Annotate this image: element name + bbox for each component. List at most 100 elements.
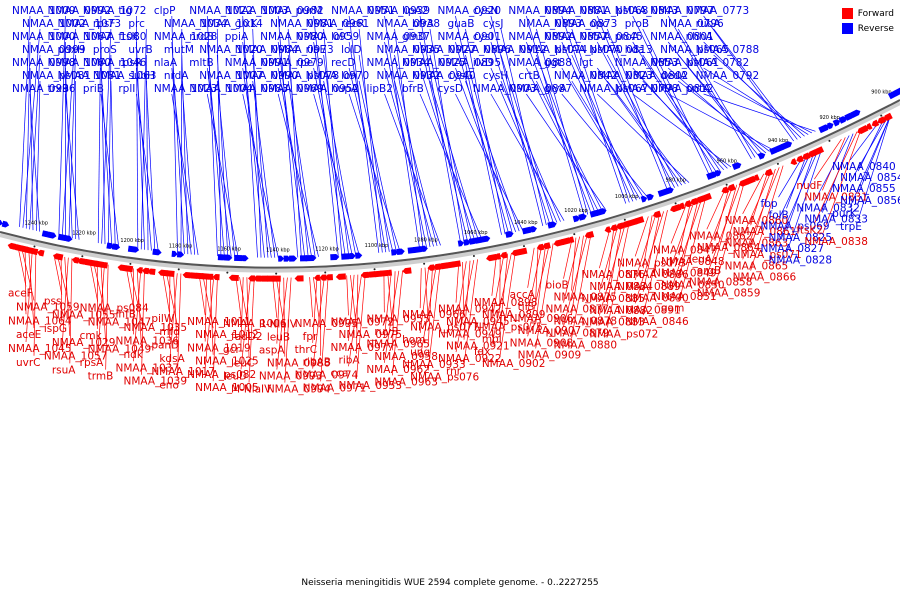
gene-arrow-shape <box>547 221 557 229</box>
gene-label: nrdB <box>189 31 214 43</box>
gene-arrow-shape <box>744 175 756 185</box>
gene-arrow-shape <box>486 253 498 262</box>
gene-label: NMAA_0828 <box>769 254 833 266</box>
gene-label: bfrB <box>402 83 424 95</box>
leader-line <box>29 54 41 230</box>
scale-tick-label: 960 kbp <box>717 159 737 165</box>
gene-arrow-shape <box>536 243 545 251</box>
gene-label: NMAA_1039 <box>124 376 188 388</box>
gene-label: NMAA_0798 <box>615 83 679 95</box>
leader-line <box>391 271 396 351</box>
scale-tick-dot <box>472 255 475 258</box>
gene-label: NMAA_0797 <box>650 5 714 17</box>
gene-label: NMAA_0832 <box>796 202 860 214</box>
gene-label: ribAB <box>303 357 331 369</box>
gene-arrow-shape <box>449 260 462 268</box>
gene-label: NMAA_0882 <box>589 305 653 317</box>
gene-label: NMAA_0909 <box>518 349 582 361</box>
gene-arrow-shape <box>646 193 654 201</box>
leader-line <box>97 264 105 357</box>
gene-label: rpsA <box>80 357 104 369</box>
reverse-gene-arrow <box>289 255 298 262</box>
gene-label: proA <box>615 31 640 43</box>
gene-label: NMAA_1012 <box>195 329 259 341</box>
gene-arrow-shape <box>101 262 108 269</box>
scale-tick-label: 1060 kbp <box>464 230 488 236</box>
leader-line <box>462 261 465 315</box>
leader-line <box>499 253 509 333</box>
gene-label: rpsF <box>93 18 116 30</box>
leader-line <box>140 28 147 250</box>
leader-line <box>64 256 71 336</box>
gene-label: NMAA_0945 <box>446 316 510 328</box>
forward-gene-arrow <box>324 274 334 281</box>
leader-line <box>383 271 392 338</box>
gene-label: NMAA_1055 <box>52 309 116 321</box>
forward-gene-arrow <box>53 253 64 261</box>
gene-label: NMAA_0865 <box>725 260 789 272</box>
gene-label: NMAA_0951 <box>331 5 395 17</box>
reverse-gene-arrow <box>171 250 178 257</box>
gene-label: NMAA_0812 <box>650 83 714 95</box>
forward-gene-arrow <box>319 274 327 281</box>
gene-label: NMAA_0847 <box>653 244 717 256</box>
gene-label: fadD2 <box>231 331 263 343</box>
gene-label: NMAA_1073 <box>57 18 121 30</box>
gene-arrow-shape <box>360 271 370 279</box>
reverse-gene-arrow <box>413 246 425 254</box>
gene-label: leuC <box>231 357 254 369</box>
gene-arrow-shape <box>163 270 175 277</box>
forward-gene-arrow <box>427 264 435 271</box>
leader-line <box>198 274 206 316</box>
reverse-gene-arrow <box>330 253 340 261</box>
leader-line <box>21 247 35 301</box>
gene-arrows <box>0 87 900 282</box>
gene-label: NMAA_0983 <box>225 83 289 95</box>
reverse-gene-arrow <box>278 255 285 262</box>
leader-line <box>33 250 37 356</box>
forward-gene-arrow <box>610 224 618 232</box>
gene-label: NMAA_0840 <box>832 161 896 173</box>
gene-label: NMAA_0927 <box>412 44 476 56</box>
leader-line <box>598 225 619 293</box>
scale-tick-dot <box>81 255 84 258</box>
gene-arrow-shape <box>871 119 880 127</box>
forward-gene-arrow <box>212 274 220 281</box>
leader-line <box>173 272 178 352</box>
gene-arrow-shape <box>893 87 900 97</box>
leader-line <box>320 276 329 382</box>
reverse-gene-arrow <box>111 243 121 251</box>
gene-arrow-shape <box>584 231 595 239</box>
scale-tick-label: 980 kbp <box>666 177 686 183</box>
gene-label: NMAA_1000 <box>12 31 76 43</box>
gene-arrow-shape <box>780 141 793 150</box>
gene-label: NMAA_0940 <box>412 70 476 82</box>
gene-label: nhhA <box>686 31 714 43</box>
genome-backbone-shadow <box>0 101 900 273</box>
gene-arrow-shape <box>136 267 143 274</box>
gene-label: NMAA_0861 <box>733 226 797 238</box>
leader-line <box>242 15 258 258</box>
scale-tick-label: 1220 kbp <box>72 230 96 236</box>
leader-line <box>427 266 433 346</box>
gene-label: aceE <box>16 329 41 341</box>
gene-label: glxK <box>235 18 259 30</box>
reverse-gene-arrow <box>0 219 3 226</box>
gene-label: NMAA_0888 <box>508 57 572 69</box>
gene-label: NMAA_0864 <box>697 242 761 254</box>
forward-gene-arrow <box>796 155 804 163</box>
leader-line <box>346 275 349 316</box>
gene-label: NMAA_0959 <box>296 31 360 43</box>
leader-line <box>606 222 630 328</box>
leader-line <box>275 277 286 331</box>
leader-line <box>19 15 31 227</box>
gene-label: NMAA_0853 <box>615 57 679 69</box>
gene-arrow-shape <box>278 255 285 262</box>
reverse-gene-arrow <box>396 248 405 256</box>
gene-label: NMAA_1025 <box>195 356 259 368</box>
gene-label: rplI <box>118 83 135 95</box>
gene-label: cysH <box>483 70 508 82</box>
leader-line <box>742 173 765 215</box>
scale-tick-dot <box>275 272 278 275</box>
